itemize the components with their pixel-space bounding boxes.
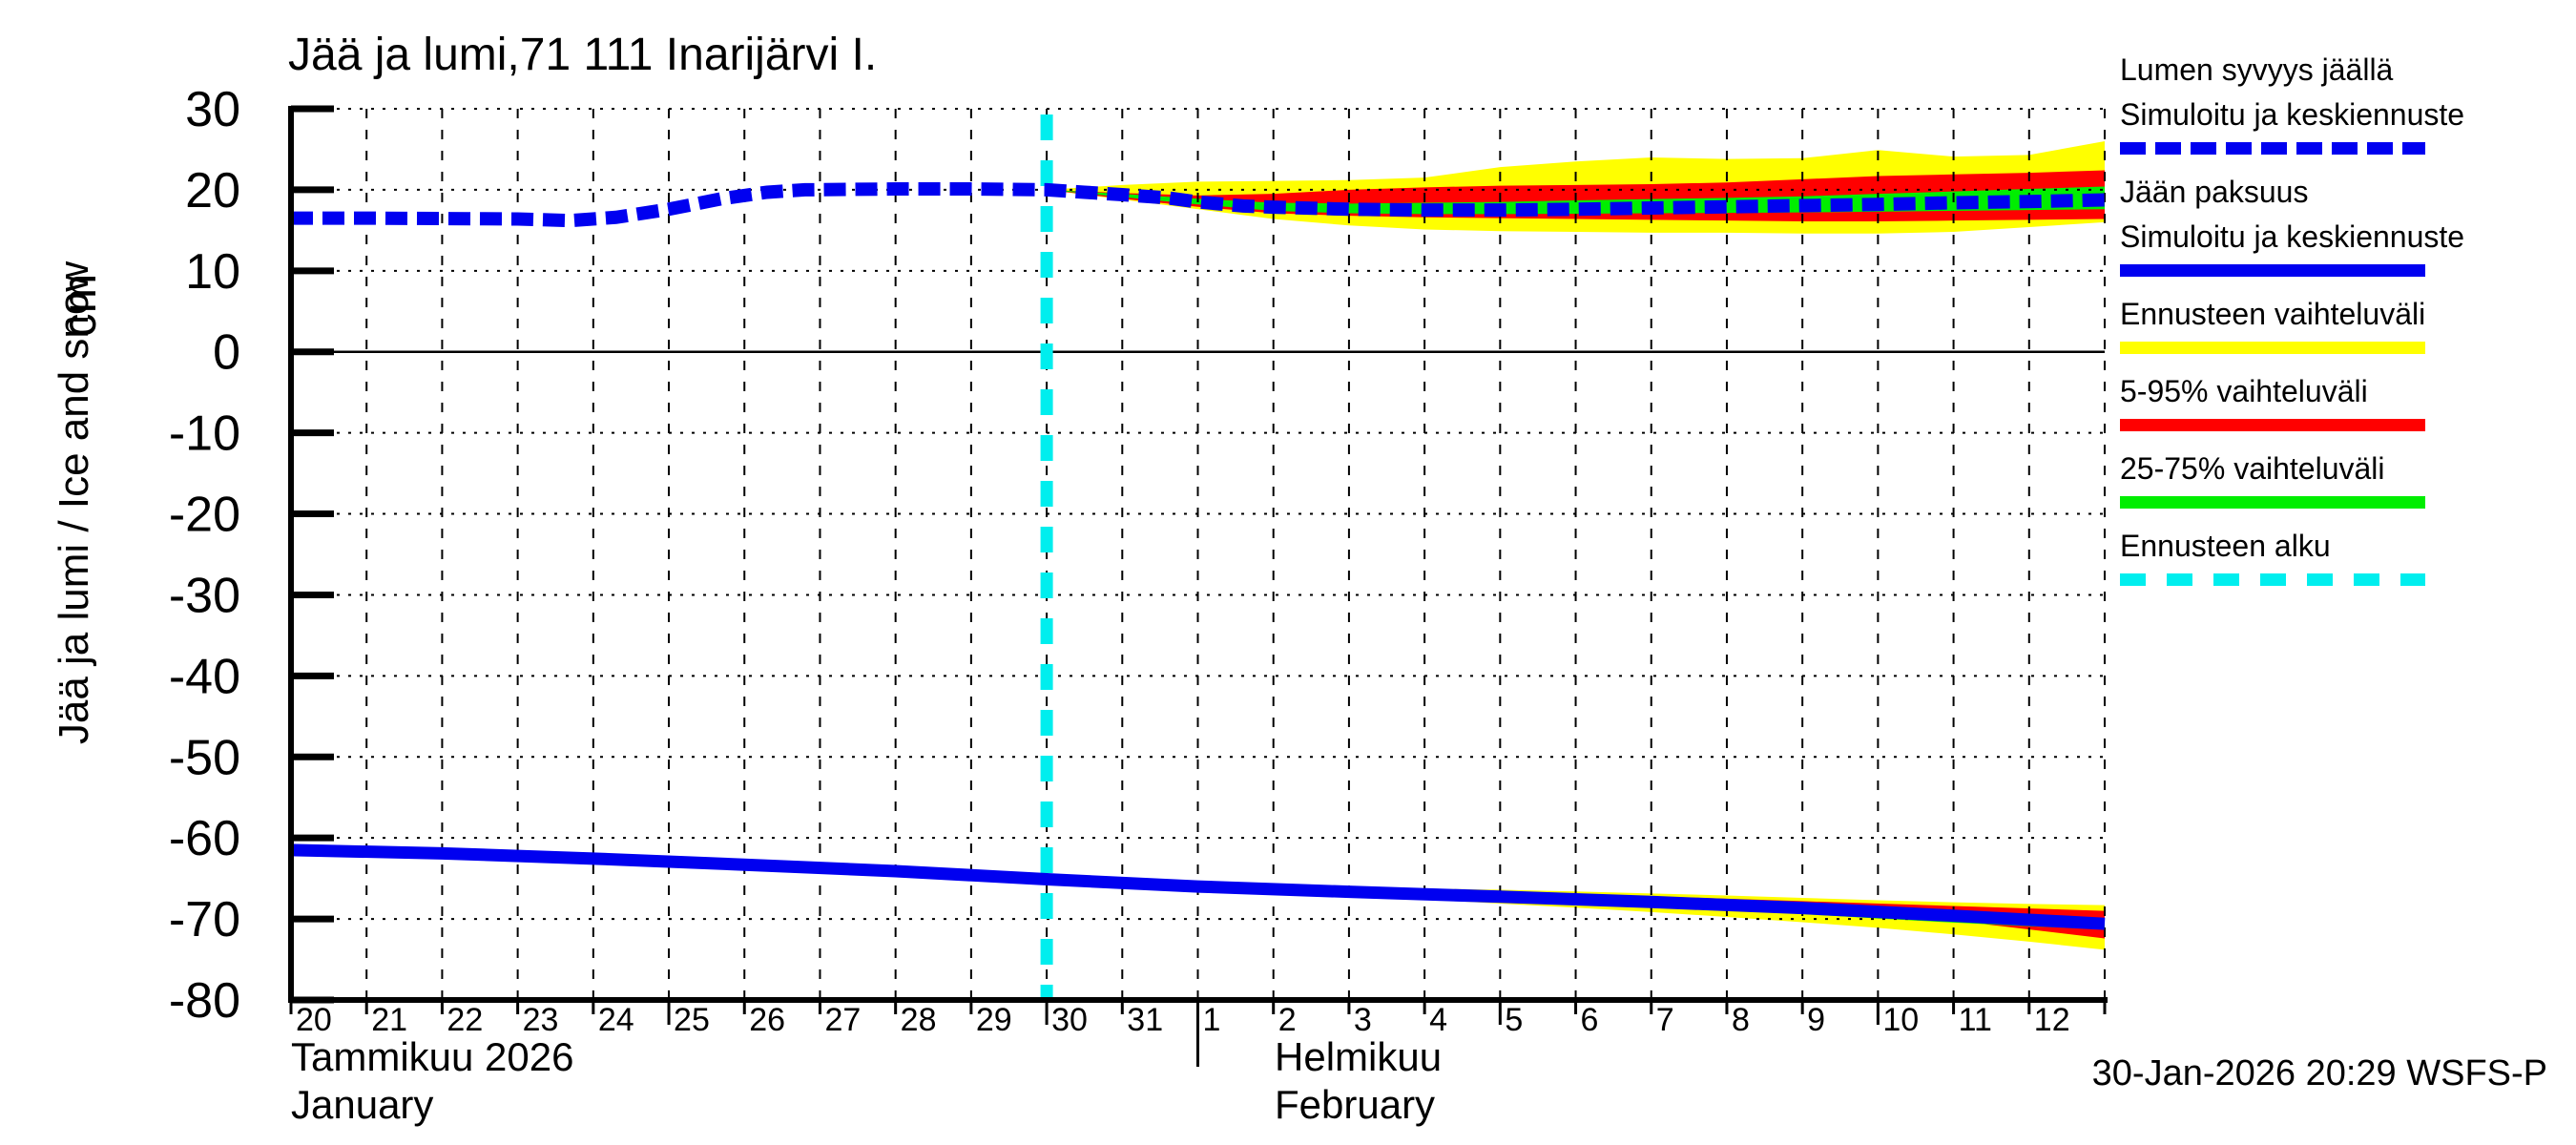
chart-title: Jää ja lumi,71 111 Inarijärvi I.	[288, 30, 878, 80]
x-tick-label: 3	[1354, 1002, 1372, 1038]
y-tick-label: 10	[185, 244, 240, 300]
legend-text: Simuloitu ja keskiennuste	[2120, 97, 2465, 132]
y-tick-label: 20	[185, 163, 240, 219]
legend-sample-green-line	[2120, 496, 2425, 509]
x-tick-label: 28	[901, 1002, 937, 1038]
x-tick-label: 1	[1203, 1002, 1221, 1038]
x-tick-label: 2	[1278, 1002, 1297, 1038]
legend-text: Ennusteen vaihteluväli	[2120, 297, 2426, 331]
x-tick-label: 26	[749, 1002, 785, 1038]
y-tick-label: -10	[169, 406, 240, 462]
y-tick-label: 30	[185, 82, 240, 137]
legend-text: 5-95% vaihteluväli	[2120, 374, 2368, 408]
y-axis-unit-label: cm	[52, 273, 106, 338]
legend-sample-cyan-dashed-line	[2120, 573, 2425, 586]
legend-sample-blue-solid-line	[2120, 264, 2425, 277]
x-tick-label: 27	[824, 1002, 861, 1038]
y-tick-label: -70	[169, 892, 240, 947]
run-timestamp: 30-Jan-2026 20:29 WSFS-P	[2091, 1053, 2547, 1093]
y-tick-label: -30	[169, 568, 240, 623]
legend-entry-25-75-range: 25-75% vaihteluväli	[2120, 447, 2568, 509]
x-tick-label: 12	[2034, 1002, 2070, 1038]
legend-text: 25-75% vaihteluväli	[2120, 451, 2385, 486]
legend-entry-forecast-start: Ennusteen alku	[2120, 524, 2568, 586]
x-tick-label: 11	[1959, 1002, 1992, 1038]
x-tick-label: 10	[1882, 1002, 1919, 1038]
legend-entry-ice-thickness: Jään paksuus Simuloitu ja keskiennuste	[2120, 170, 2568, 277]
y-tick-label: -50	[169, 730, 240, 785]
x-tick-label: 21	[371, 1002, 407, 1038]
y-tick-label: -60	[169, 811, 240, 866]
x-tick-label: 20	[296, 1002, 332, 1038]
x-tick-label: 22	[447, 1002, 483, 1038]
y-tick-label: -20	[169, 488, 240, 543]
x-tick-label: 30	[1051, 1002, 1088, 1038]
x-tick-label: 24	[598, 1002, 634, 1038]
legend-sample-red-line	[2120, 419, 2425, 431]
legend-sample-yellow-line	[2120, 342, 2425, 354]
legend-entry-5-95-range: 5-95% vaihteluväli	[2120, 369, 2568, 431]
x-tick-label: 5	[1505, 1002, 1523, 1038]
legend-text: Jään paksuus	[2120, 175, 2309, 209]
snow-depth-line	[291, 182, 2106, 228]
month-label-january-fi: Tammikuu 2026	[291, 1034, 574, 1079]
legend-entry-snow-depth: Lumen syvyys jäällä Simuloitu ja keskien…	[2120, 48, 2568, 155]
legend-entry-forecast-range: Ennusteen vaihteluväli	[2120, 292, 2568, 354]
x-tick-label: 23	[523, 1002, 559, 1038]
ice-thickness-line	[290, 843, 2106, 930]
x-tick-label: 8	[1732, 1002, 1750, 1038]
y-tick-label: 0	[213, 325, 240, 381]
y-tick-label: -80	[169, 973, 240, 1029]
legend-text: Ennusteen alku	[2120, 529, 2331, 563]
legend-text: Simuloitu ja keskiennuste	[2120, 219, 2465, 254]
band-ice-full-range	[1197, 886, 2105, 950]
x-tick-label: 31	[1127, 1002, 1163, 1038]
x-tick-label: 25	[674, 1002, 710, 1038]
chart-legend: Lumen syvyys jäällä Simuloitu ja keskien…	[2120, 48, 2568, 601]
month-label-january-en: January	[291, 1082, 434, 1127]
y-tick-label: -40	[169, 649, 240, 704]
x-tick-label: 6	[1581, 1002, 1599, 1038]
x-tick-label: 4	[1429, 1002, 1447, 1038]
x-tick-label: 7	[1656, 1002, 1674, 1038]
month-label-february-fi: Helmikuu	[1275, 1034, 1443, 1079]
x-tick-label: 29	[976, 1002, 1012, 1038]
x-tick-label: 9	[1807, 1002, 1825, 1038]
month-label-february-en: February	[1275, 1082, 1436, 1127]
legend-sample-blue-dashed-line	[2120, 142, 2425, 155]
legend-text: Lumen syvyys jäällä	[2120, 52, 2394, 87]
